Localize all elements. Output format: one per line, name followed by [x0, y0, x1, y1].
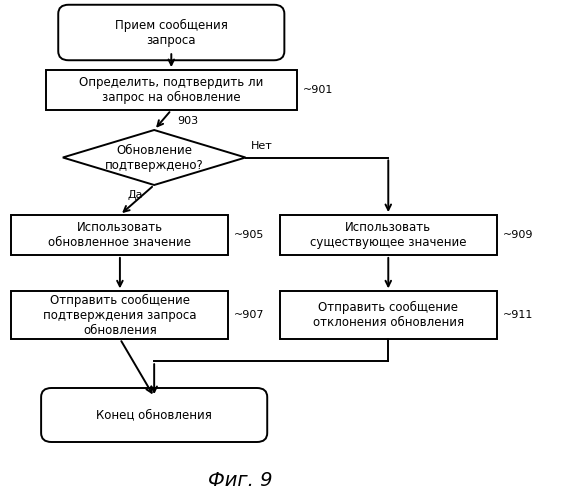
Text: ~905: ~905 — [234, 230, 264, 240]
Bar — [46, 70, 297, 110]
Text: Фиг. 9: Фиг. 9 — [208, 470, 272, 490]
Text: Обновление
подтверждено?: Обновление подтверждено? — [105, 144, 203, 172]
Text: ~907: ~907 — [234, 310, 264, 320]
Text: Определить, подтвердить ли
запрос на обновление: Определить, подтвердить ли запрос на обн… — [79, 76, 263, 104]
Text: Нет: Нет — [251, 142, 273, 152]
Text: Отправить сообщение
подтверждения запроса
обновления: Отправить сообщение подтверждения запрос… — [43, 294, 196, 337]
Text: Прием сообщения
запроса: Прием сообщения запроса — [115, 18, 228, 46]
Bar — [11, 215, 228, 255]
Text: Использовать
существующее значение: Использовать существующее значение — [310, 221, 467, 249]
Bar — [11, 291, 228, 339]
Bar — [280, 291, 497, 339]
Text: ~911: ~911 — [502, 310, 533, 320]
Text: Отправить сообщение
отклонения обновления: Отправить сообщение отклонения обновлени… — [313, 301, 464, 329]
Text: 903: 903 — [177, 116, 198, 126]
FancyBboxPatch shape — [41, 388, 267, 442]
Text: Конец обновления: Конец обновления — [96, 408, 212, 422]
Polygon shape — [63, 130, 246, 185]
Text: Да: Да — [127, 190, 143, 200]
Text: Использовать
обновленное значение: Использовать обновленное значение — [49, 221, 191, 249]
FancyBboxPatch shape — [58, 4, 284, 60]
Text: ~901: ~901 — [303, 85, 333, 95]
Text: ~909: ~909 — [502, 230, 533, 240]
Bar — [280, 215, 497, 255]
